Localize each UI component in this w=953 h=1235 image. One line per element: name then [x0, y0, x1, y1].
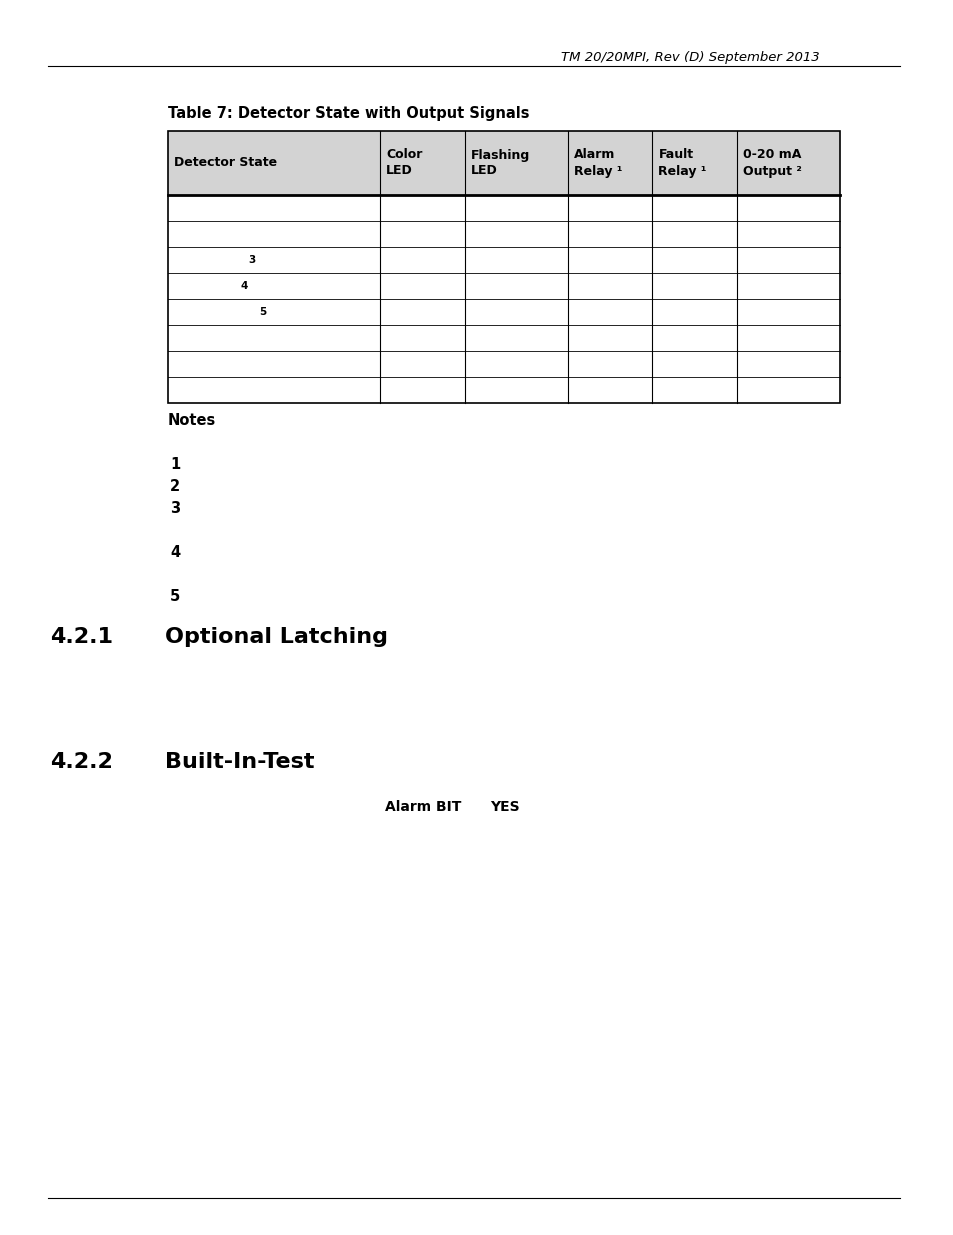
- Text: Alarm
Relay ¹: Alarm Relay ¹: [573, 148, 621, 178]
- Text: 1: 1: [170, 457, 180, 472]
- Text: 0-20 mA
Output ²: 0-20 mA Output ²: [742, 148, 801, 178]
- Text: TM 20/20MPI, Rev (D) September 2013: TM 20/20MPI, Rev (D) September 2013: [560, 52, 820, 64]
- Text: 4: 4: [170, 545, 180, 559]
- Bar: [168, 131, 840, 403]
- Text: Optional Latching: Optional Latching: [165, 627, 388, 647]
- Text: Detector State: Detector State: [173, 157, 276, 169]
- Text: Fault
Relay ¹: Fault Relay ¹: [658, 148, 706, 178]
- Text: 3: 3: [170, 501, 180, 516]
- Text: Flashing
LED: Flashing LED: [471, 148, 530, 178]
- Text: 4.2.1: 4.2.1: [50, 627, 112, 647]
- Text: YES: YES: [490, 800, 519, 814]
- Text: Color
LED: Color LED: [386, 148, 422, 178]
- Text: Notes: Notes: [168, 412, 216, 429]
- Bar: [168, 131, 840, 195]
- Text: 4: 4: [240, 282, 247, 291]
- Text: 3: 3: [249, 254, 255, 266]
- Text: Table 7: Detector State with Output Signals: Table 7: Detector State with Output Sign…: [168, 106, 529, 121]
- Text: 2: 2: [170, 479, 180, 494]
- Text: Alarm BIT: Alarm BIT: [385, 800, 461, 814]
- Text: 5: 5: [170, 589, 180, 604]
- Text: 4.2.2: 4.2.2: [50, 752, 112, 772]
- Text: Built-In-Test: Built-In-Test: [165, 752, 314, 772]
- Text: 5: 5: [259, 308, 266, 317]
